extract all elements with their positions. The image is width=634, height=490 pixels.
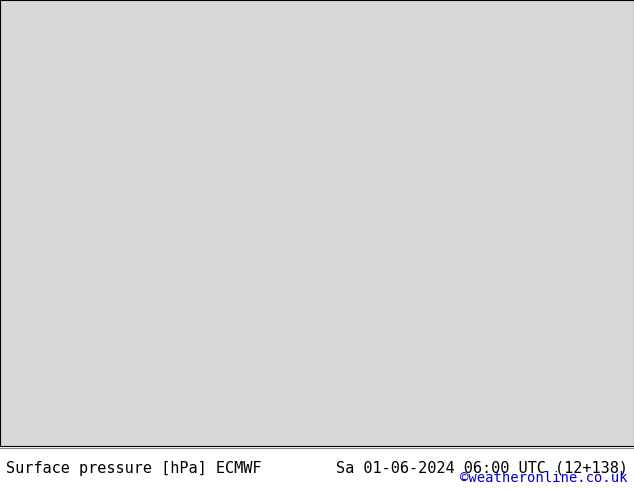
Text: ©weatheronline.co.uk: ©weatheronline.co.uk — [460, 471, 628, 485]
Text: Sa 01-06-2024 06:00 UTC (12+138): Sa 01-06-2024 06:00 UTC (12+138) — [335, 461, 628, 476]
Text: Surface pressure [hPa] ECMWF: Surface pressure [hPa] ECMWF — [6, 461, 262, 476]
